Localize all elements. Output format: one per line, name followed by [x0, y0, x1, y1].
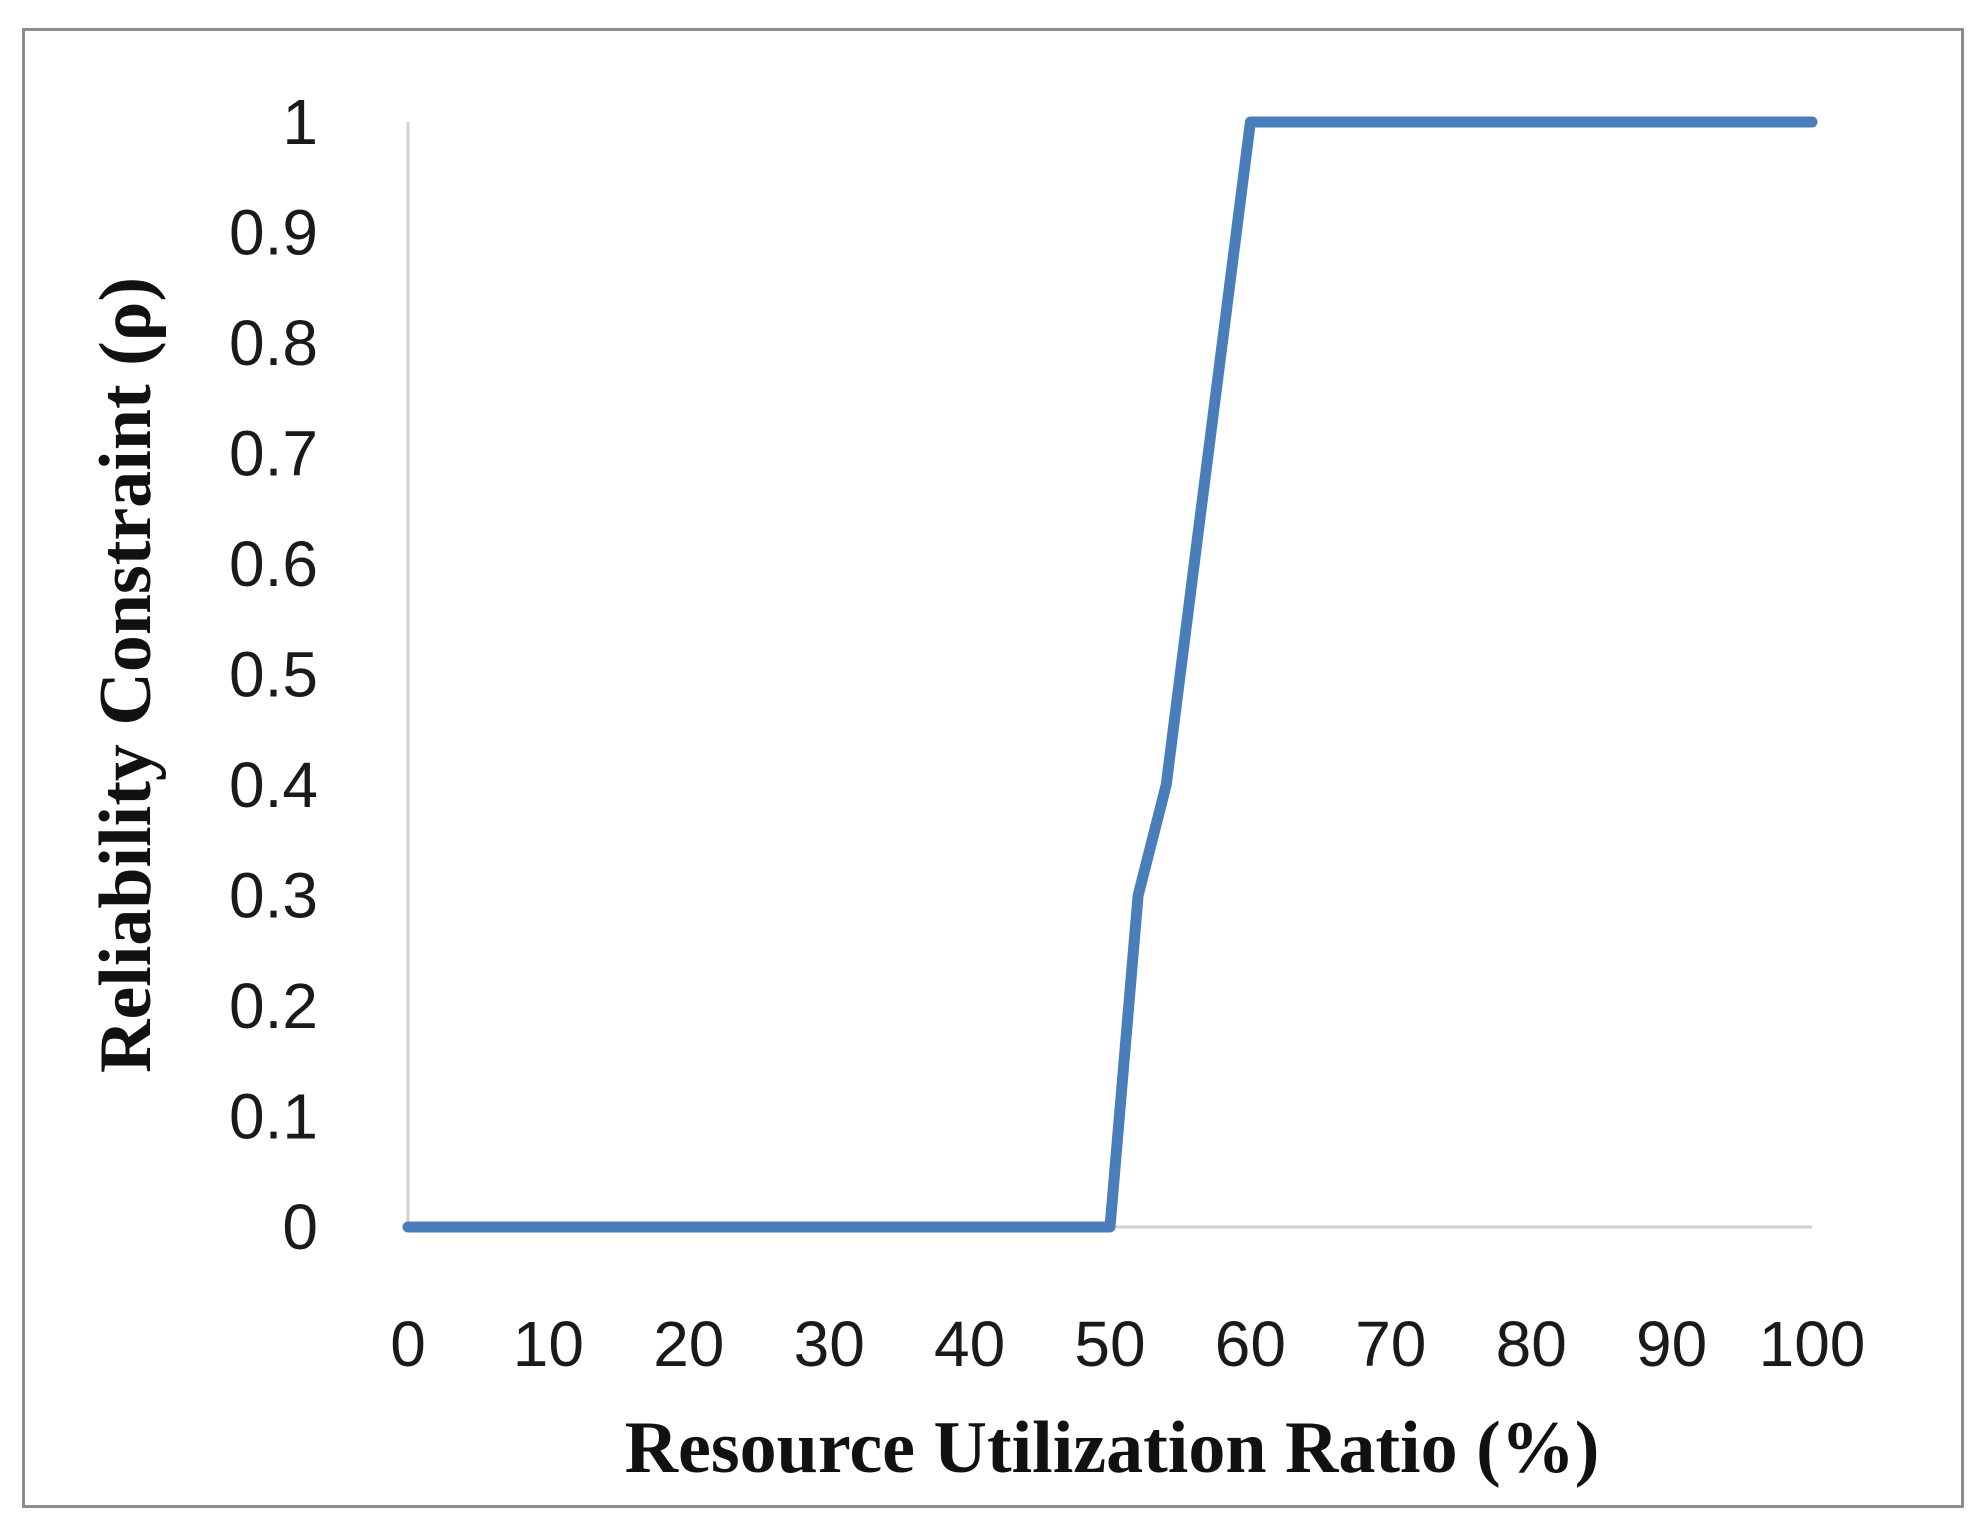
x-tick-label: 40	[934, 1308, 1005, 1380]
x-tick-label: 20	[653, 1308, 724, 1380]
y-tick-label: 0.9	[229, 197, 318, 269]
y-tick-label: 0.1	[229, 1081, 318, 1153]
x-axis-title: Resource Utilization Ratio (%)	[625, 1407, 1600, 1489]
y-tick-label: 0.8	[229, 307, 318, 379]
x-tick-label: 10	[513, 1308, 584, 1380]
y-tick-label: 0.4	[229, 749, 318, 821]
x-tick-label: 70	[1355, 1308, 1426, 1380]
chart-frame	[22, 28, 1964, 1508]
y-tick-label: 0.2	[229, 970, 318, 1042]
x-tick-labels: 0 10 20 30 40 50 60 70 80 90 100	[390, 1308, 1865, 1380]
x-tick-label: 50	[1074, 1308, 1145, 1380]
x-tick-label: 30	[794, 1308, 865, 1380]
x-tick-label: 100	[1759, 1308, 1866, 1380]
axes	[406, 122, 1812, 1229]
y-tick-label: 0.7	[229, 418, 318, 490]
y-axis-title: Reliability Constraint (ρ)	[85, 277, 167, 1073]
y-tick-label: 0.5	[229, 639, 318, 711]
y-tick-labels: 0 0.1 0.2 0.3 0.4 0.5 0.6 0.7 0.8 0.9 1	[229, 86, 318, 1263]
x-tick-label: 0	[390, 1308, 426, 1380]
y-tick-label: 0	[282, 1191, 318, 1263]
y-tick-label: 0.3	[229, 860, 318, 932]
series-layer	[402, 116, 1818, 1233]
series-line	[402, 116, 1818, 1233]
y-tick-label: 1	[282, 86, 318, 158]
y-tick-label: 0.6	[229, 528, 318, 600]
x-tick-label: 60	[1215, 1308, 1286, 1380]
x-tick-label: 80	[1496, 1308, 1567, 1380]
x-tick-label: 90	[1636, 1308, 1707, 1380]
